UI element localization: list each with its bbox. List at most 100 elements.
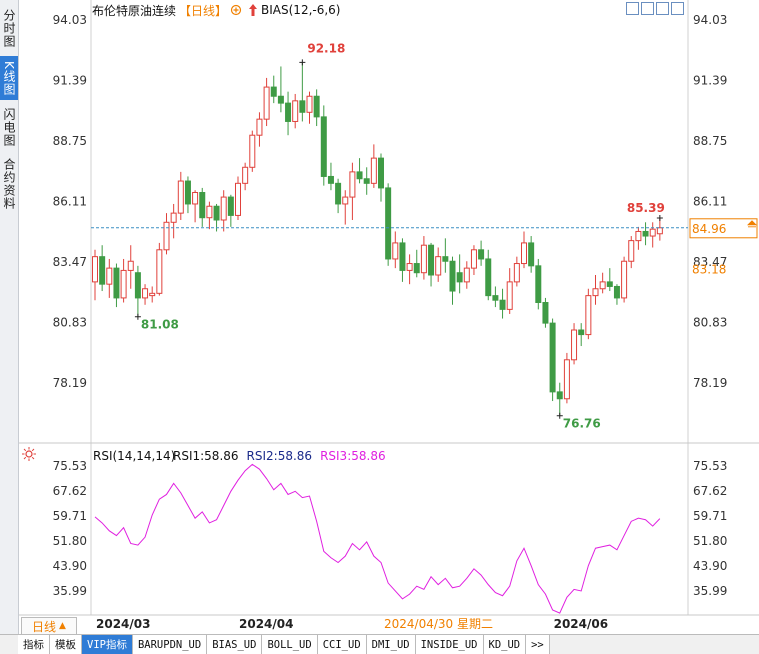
toolbar-tab[interactable]: DMI_UD bbox=[366, 635, 416, 654]
y-tick-label: 91.39 bbox=[53, 73, 87, 87]
y-tick-label: 59.71 bbox=[53, 509, 87, 523]
candle-body bbox=[313, 95, 320, 118]
candle-body bbox=[485, 258, 492, 297]
last-price-label: 84.96 bbox=[692, 222, 726, 236]
toolbar-tab[interactable]: 模板 bbox=[50, 635, 82, 654]
add-icon[interactable] bbox=[229, 3, 243, 17]
toolbar-tab[interactable]: INSIDE_UD bbox=[415, 635, 484, 654]
period-arrow: ▲ bbox=[59, 621, 66, 631]
candle-body bbox=[463, 267, 470, 283]
candle-body bbox=[585, 295, 592, 336]
candle-body bbox=[192, 192, 199, 205]
candle-body bbox=[649, 228, 656, 237]
candle-body bbox=[270, 86, 277, 97]
y-tick-label: 88.75 bbox=[693, 134, 727, 148]
candle-body bbox=[235, 182, 241, 216]
candle-body bbox=[385, 187, 392, 260]
period-text: 日线 bbox=[32, 619, 57, 634]
settings-icon[interactable] bbox=[22, 447, 36, 461]
candle-body bbox=[456, 272, 463, 283]
candle-body bbox=[292, 100, 299, 122]
candle-body bbox=[370, 157, 377, 184]
candle-body bbox=[478, 249, 485, 260]
y-tick-label: 94.03 bbox=[53, 13, 87, 27]
candle-body bbox=[220, 196, 227, 221]
high-label: 85.39 bbox=[627, 201, 665, 215]
y-tick-label: 67.62 bbox=[693, 484, 727, 498]
tool-icon[interactable] bbox=[656, 2, 669, 15]
candle-body bbox=[342, 196, 349, 205]
candle-body bbox=[571, 329, 578, 361]
tool-icon[interactable] bbox=[626, 2, 639, 15]
extreme-marker bbox=[656, 214, 663, 221]
tool-icon[interactable] bbox=[641, 2, 654, 15]
candle-body bbox=[542, 302, 549, 324]
candle-body bbox=[177, 180, 184, 214]
candle-body bbox=[563, 359, 570, 400]
candle-body bbox=[556, 391, 563, 400]
toolbar-tab[interactable]: BOLL_UD bbox=[262, 635, 318, 654]
period-button[interactable]: 日线 ▲ bbox=[21, 617, 77, 635]
side-tab[interactable]: 合约资料 bbox=[2, 158, 16, 210]
candle-body bbox=[106, 267, 113, 285]
legend-entry: RSI3:58.86 bbox=[320, 449, 386, 463]
period-label[interactable]: 【日线】 bbox=[179, 3, 228, 18]
y-tick-label: 80.83 bbox=[693, 315, 727, 329]
side-tabs: 分时图 K线图 闪电图 合约资料 bbox=[0, 0, 19, 634]
candle-body bbox=[306, 95, 313, 113]
candle-body bbox=[256, 118, 263, 136]
y-tick-label: 88.75 bbox=[53, 134, 87, 148]
side-tab[interactable]: 闪电图 bbox=[2, 107, 16, 147]
candle-body bbox=[149, 292, 156, 297]
candle-body bbox=[199, 192, 206, 219]
candle-body bbox=[642, 230, 649, 237]
side-tab[interactable]: K线图 bbox=[0, 56, 18, 100]
toolbar-tab[interactable]: KD_UD bbox=[483, 635, 527, 654]
candle-body bbox=[428, 244, 435, 276]
candle-body bbox=[420, 244, 427, 274]
candle-body bbox=[320, 116, 327, 177]
candle-body bbox=[449, 260, 456, 292]
candle-body bbox=[513, 263, 520, 283]
last-price-box bbox=[689, 218, 758, 239]
candle-body bbox=[378, 157, 384, 189]
y-tick-label: 83.47 bbox=[53, 255, 87, 269]
candle-body bbox=[363, 178, 370, 184]
candle-body bbox=[299, 100, 306, 113]
x-tick-label: 2024/03 bbox=[96, 617, 150, 631]
indicator-label[interactable]: BIAS(12,-6,6) bbox=[261, 3, 341, 17]
y-tick-label: 86.11 bbox=[693, 194, 727, 208]
toolbar-tab[interactable]: >> bbox=[526, 635, 550, 654]
candle-body bbox=[470, 249, 477, 269]
candle-body bbox=[599, 281, 606, 290]
candle-body bbox=[442, 256, 449, 262]
candle-body bbox=[335, 182, 342, 205]
y-tick-label: 51.80 bbox=[693, 534, 727, 548]
y-tick-label: 75.53 bbox=[53, 459, 87, 473]
toolbar-tab[interactable]: VIP指标 bbox=[82, 635, 133, 654]
title-bar: 布伦特原油连续 【日线】 BIAS(12,-6,6) bbox=[92, 2, 341, 18]
toolbar-spacer bbox=[0, 635, 18, 654]
arrow-icon[interactable] bbox=[247, 3, 259, 17]
side-tab[interactable]: 分时图 bbox=[2, 8, 16, 48]
y-tick-label: 78.19 bbox=[693, 376, 727, 390]
candle-body bbox=[242, 166, 249, 184]
toolbar-tab[interactable]: CCI_UD bbox=[317, 635, 367, 654]
toolbar-tab[interactable]: BARUPDN_UD bbox=[132, 635, 208, 654]
candle-body bbox=[285, 102, 292, 122]
toolbar-tab[interactable]: BIAS_UD bbox=[207, 635, 263, 654]
y-tick-label: 35.99 bbox=[693, 584, 727, 598]
y-tick-label: 94.03 bbox=[693, 13, 727, 27]
y-tick-label: 80.83 bbox=[53, 315, 87, 329]
y-tick-label: 83.47 bbox=[693, 255, 727, 269]
candle-body bbox=[99, 256, 106, 285]
candle-body bbox=[613, 285, 620, 299]
tool-icon[interactable] bbox=[671, 2, 684, 15]
crosshair-date: 2024/04/30 星期二 bbox=[384, 617, 493, 631]
candle-body bbox=[327, 175, 334, 184]
toolbar-tab[interactable]: 指标 bbox=[18, 635, 50, 654]
y-tick-label: 43.90 bbox=[53, 559, 87, 573]
high-label: 92.18 bbox=[307, 41, 345, 55]
candle-body bbox=[413, 263, 420, 274]
candle-body bbox=[406, 263, 413, 271]
